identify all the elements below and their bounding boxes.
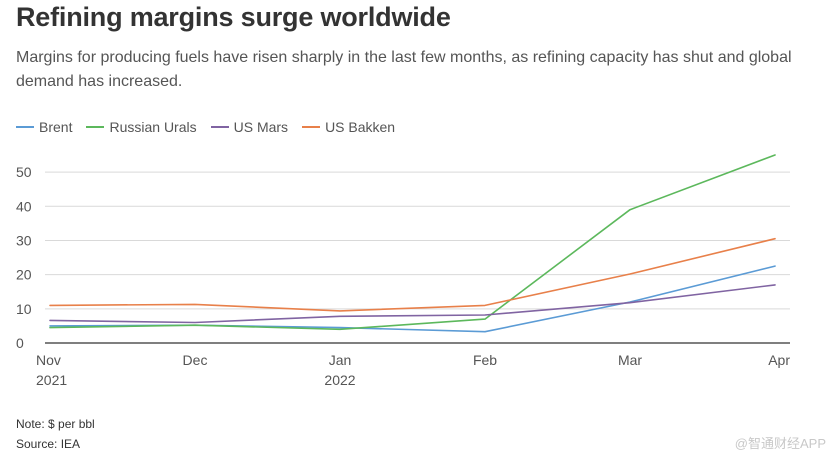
watermark: @智通财经APP [734, 436, 826, 451]
legend-item-us-mars: US Mars [210, 119, 289, 135]
grid-layer [45, 171, 790, 344]
legend: Brent Russian Urals US Mars US Bakken [16, 119, 395, 135]
y-tick-labels: 0 10 20 30 40 50 [16, 164, 32, 351]
chart-source: Source: IEA [16, 437, 81, 451]
x-tick-label-dec: Dec [183, 352, 208, 368]
legend-item-russian-urals: Russian Urals [86, 119, 197, 135]
legend-swatch-brent [16, 126, 34, 128]
legend-label-us-mars: US Mars [233, 119, 289, 135]
x-tick-label-nov: Nov [36, 352, 61, 368]
legend-label-russian-urals: Russian Urals [109, 119, 197, 135]
series-line-us-bakken [49, 237, 776, 312]
y-tick-label-40: 40 [16, 198, 32, 214]
legend-swatch-russian-urals [86, 126, 105, 128]
x-tick-labels: Nov 2021 Dec Jan 2022 Feb Mar Apr [36, 352, 790, 388]
y-tick-label-0: 0 [16, 335, 24, 351]
legend-label-brent: Brent [39, 119, 73, 135]
legend-item-us-bakken: US Bakken [302, 119, 395, 135]
x-tick-sublabel-2022: 2022 [324, 372, 355, 388]
y-tick-label-10: 10 [16, 301, 32, 317]
y-tick-label-30: 30 [16, 232, 32, 248]
legend-swatch-us-mars [210, 126, 229, 128]
chart-title: Refining margins surge worldwide [16, 2, 451, 32]
line-chart: 0 10 20 30 40 50 Nov 2021 Dec Jan 2022 Feb Mar Apr [16, 154, 790, 388]
chart-note: Note: $ per bbl [16, 417, 95, 431]
series-line-us-mars [49, 284, 776, 324]
series-lines [49, 154, 776, 333]
x-tick-sublabel-2021: 2021 [36, 372, 67, 388]
series-line-russian-urals [49, 154, 776, 331]
x-tick-label-jan: Jan [329, 352, 352, 368]
y-tick-label-20: 20 [16, 267, 32, 283]
legend-item-brent: Brent [16, 119, 72, 135]
x-tick-label-feb: Feb [473, 352, 497, 368]
legend-label-us-bakken: US Bakken [325, 119, 396, 135]
y-tick-label-50: 50 [16, 164, 32, 180]
chart-subtitle: Margins for producing fuels have risen s… [16, 49, 792, 90]
x-tick-label-mar: Mar [618, 352, 642, 368]
x-tick-label-apr: Apr [768, 352, 790, 368]
legend-swatch-us-bakken [302, 126, 321, 128]
